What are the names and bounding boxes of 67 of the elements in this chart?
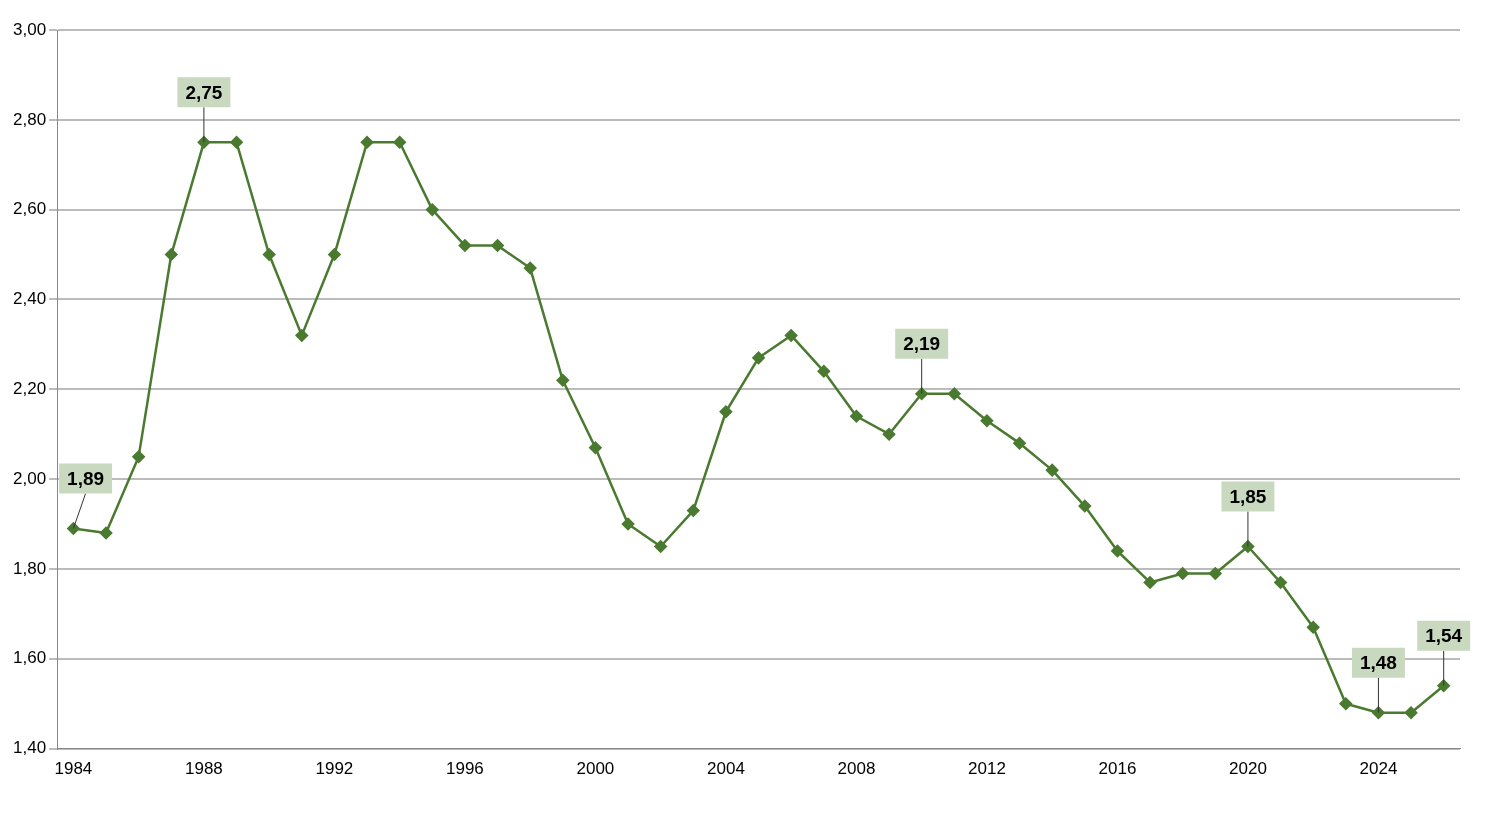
point <box>948 387 961 401</box>
y-tick-label: 1,80 <box>12 558 47 578</box>
x-tick-label: 2024 <box>1359 759 1398 779</box>
x-tick-label: 1988 <box>184 759 223 779</box>
y-tick-label: 1,60 <box>12 648 47 668</box>
y-tick-label: 3,00 <box>12 19 47 39</box>
point <box>1111 544 1124 558</box>
point <box>1176 567 1189 580</box>
x-tick-label: 2012 <box>968 759 1006 779</box>
point <box>230 136 243 149</box>
point <box>1013 436 1026 450</box>
point <box>1437 679 1450 692</box>
point <box>1045 463 1059 477</box>
annotation: 1,48 <box>1359 651 1397 673</box>
point <box>850 410 863 423</box>
x-tick-label: 1992 <box>315 759 354 779</box>
point <box>1209 567 1222 580</box>
point <box>262 248 276 261</box>
point <box>1078 499 1092 513</box>
point <box>426 203 439 216</box>
point <box>99 526 113 540</box>
x-tick-label: 2000 <box>576 759 615 779</box>
point <box>328 248 341 261</box>
y-tick-label: 2,80 <box>12 109 47 129</box>
annotation: 1,54 <box>1425 624 1463 646</box>
x-tick-label: 2020 <box>1229 759 1267 779</box>
annotation: 2,75 <box>185 81 223 103</box>
point <box>589 441 602 454</box>
point <box>1274 576 1287 589</box>
y-tick-label: 2,60 <box>12 199 47 219</box>
point <box>360 136 374 149</box>
x-tick-label: 2004 <box>707 759 745 779</box>
point <box>458 239 472 252</box>
point <box>784 329 798 342</box>
y-tick-label: 1,40 <box>12 738 47 758</box>
point <box>132 450 145 463</box>
annotation: 1,89 <box>67 467 105 489</box>
point <box>817 365 831 378</box>
point <box>752 351 765 365</box>
point <box>1306 621 1320 634</box>
x-tick-label: 1984 <box>54 759 93 779</box>
x-tick-label: 2016 <box>1098 759 1137 779</box>
point <box>1339 697 1353 710</box>
point <box>1404 706 1418 719</box>
point <box>882 427 896 441</box>
x-tick-label: 1996 <box>446 759 484 779</box>
point <box>67 522 80 535</box>
point <box>165 248 178 261</box>
annotation: 1,85 <box>1229 485 1267 507</box>
point <box>1143 576 1157 589</box>
point <box>393 136 406 149</box>
point <box>491 239 504 252</box>
annotation: 2,19 <box>903 333 941 355</box>
point <box>621 517 635 531</box>
point <box>980 414 994 427</box>
point <box>719 405 733 419</box>
y-tick-label: 2,40 <box>12 289 47 309</box>
point <box>556 374 570 387</box>
point <box>687 504 700 517</box>
point <box>654 540 667 553</box>
y-tick-label: 2,00 <box>12 468 47 488</box>
point <box>295 329 309 342</box>
point <box>1372 706 1385 719</box>
x-tick-label: 2008 <box>837 759 876 779</box>
point <box>523 261 537 275</box>
point <box>915 387 928 401</box>
y-tick-label: 2,20 <box>12 378 47 398</box>
